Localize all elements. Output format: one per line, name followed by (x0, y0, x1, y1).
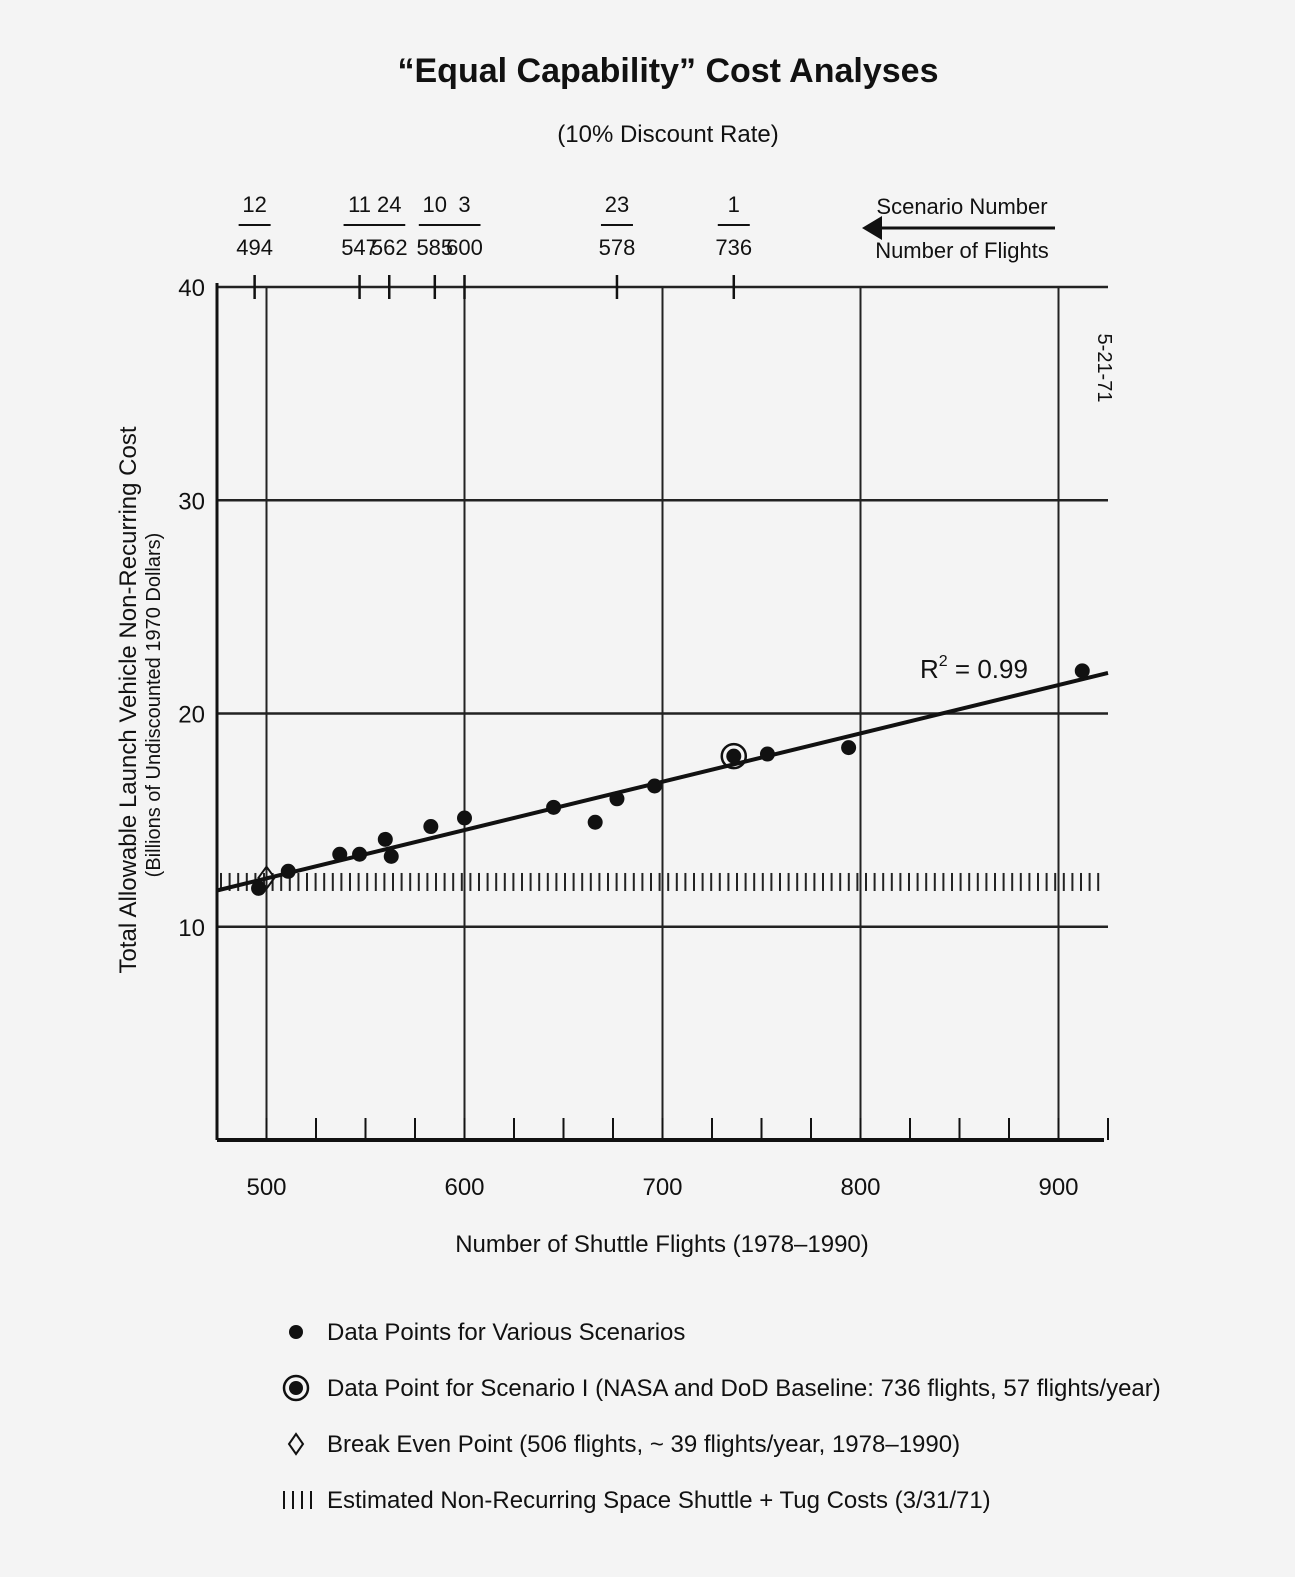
data-point (383, 848, 399, 864)
scenario-flights: 736 (715, 235, 752, 260)
legend: Data Points for Various Scenarios Data Po… (282, 1319, 1161, 1514)
x-tick-label: 600 (444, 1174, 484, 1201)
chart-title: “Equal Capability” Cost Analyses (398, 52, 939, 90)
data-point (352, 846, 368, 862)
data-point (251, 880, 267, 896)
arrow-left-icon (862, 216, 882, 240)
legend-entry-text: Estimated Non-Recurring Space Shuttle + … (327, 1487, 991, 1514)
chart-subtitle: (10% Discount Rate) (557, 121, 778, 148)
scenario-number: 3 (458, 192, 470, 217)
date-stamp: 5-21-71 (1093, 334, 1115, 403)
x-tick-label: 700 (642, 1174, 682, 1201)
data-point (647, 778, 663, 794)
x-tick-label: 800 (840, 1174, 880, 1201)
scenario-number: 24 (377, 192, 401, 217)
scenario-number: 11 (348, 192, 371, 217)
data-point (609, 791, 625, 807)
scenario-flights: 585 (416, 235, 453, 260)
scenario-number: 12 (242, 192, 266, 217)
scenario-number: 23 (605, 192, 629, 217)
data-point (587, 814, 603, 830)
scenario-flights: 578 (599, 235, 636, 260)
y-tick-label: 10 (178, 915, 205, 942)
shuttle-tug-cost-hatch-line (220, 872, 1100, 891)
x-axis-label: Number of Shuttle Flights (1978–1990) (455, 1231, 869, 1258)
scenario-flights: 547 (341, 235, 378, 260)
scenario-number: 1 (728, 192, 740, 217)
legend-entry-text: Data Point for Scenario I (NASA and DoD … (327, 1375, 1161, 1402)
legend-marker-filled-circle (289, 1325, 303, 1339)
scenario-flights: 494 (236, 235, 273, 260)
legend-marker-ringed-circle (289, 1381, 303, 1395)
y-tick-label: 40 (178, 275, 205, 302)
data-point (377, 831, 393, 847)
x-tick-label: 500 (246, 1174, 286, 1201)
break-even-point (257, 865, 276, 891)
axes (215, 283, 1109, 1142)
scenario-flights: 600 (446, 235, 483, 260)
data-point (423, 819, 439, 835)
y-tick-labels: 10 20 30 40 (178, 275, 205, 942)
scenario-flights: 562 (371, 235, 408, 260)
y-axis-sublabel: (Billions of Undiscounted 1970 Dollars) (143, 533, 165, 878)
y-axis-label: Total Allowable Launch Vehicle Non-Recur… (115, 426, 142, 973)
grid (217, 285, 1108, 1140)
x-tick-label: 900 (1038, 1174, 1078, 1201)
legend-marker-ring (282, 1374, 310, 1402)
scenario-number: 10 (423, 192, 447, 217)
legend-marker-diamond (287, 1432, 305, 1456)
data-point (457, 810, 472, 826)
scenario-number-label: Scenario Number (876, 194, 1047, 219)
data-points (251, 663, 1090, 896)
data-point (332, 846, 348, 862)
r-squared-label: R2 = 0.99 (920, 653, 1028, 684)
legend-entry-text: Break Even Point (506 flights, ~ 39 flig… (327, 1431, 960, 1458)
data-point (1074, 663, 1090, 679)
baseline-point-ring (720, 742, 748, 770)
data-point (841, 740, 857, 756)
data-point (280, 863, 296, 879)
y-tick-label: 20 (178, 702, 205, 729)
legend-entry-text: Data Points for Various Scenarios (327, 1319, 685, 1346)
y-tick-label: 30 (178, 488, 205, 515)
data-point (759, 746, 775, 762)
data-point (546, 799, 562, 815)
number-of-flights-label: Number of Flights (875, 238, 1049, 263)
x-tick-labels: 500 600 700 800 900 (246, 1174, 1078, 1201)
baseline-point (726, 748, 742, 764)
